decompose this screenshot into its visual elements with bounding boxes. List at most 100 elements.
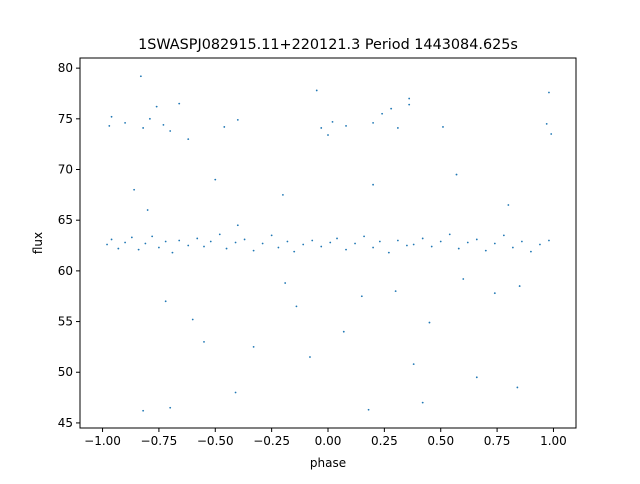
data-point (295, 305, 298, 308)
data-point (196, 237, 199, 240)
data-point (261, 242, 264, 245)
data-point (151, 235, 154, 238)
data-point (110, 238, 113, 241)
data-point (144, 242, 147, 245)
data-point (354, 242, 356, 245)
data-point (203, 245, 205, 248)
data-point (234, 391, 237, 394)
data-point (331, 120, 334, 123)
data-point (539, 243, 541, 246)
x-axis-ticks: −1.00 −0.75 −0.50 −0.25 0.00 0.25 0.50 0.75 1.00 (84, 428, 567, 448)
data-points (106, 75, 553, 412)
data-point (187, 244, 190, 247)
data-point (252, 346, 255, 348)
data-point (124, 121, 126, 124)
data-point (284, 282, 287, 284)
data-point (550, 133, 553, 135)
data-point (430, 245, 433, 248)
data-point (155, 105, 158, 108)
data-point (309, 356, 311, 358)
data-point (329, 241, 332, 244)
data-point (178, 102, 181, 105)
data-point (218, 233, 221, 236)
data-point (142, 409, 145, 412)
data-point (336, 237, 338, 240)
data-point (507, 204, 510, 206)
data-point (243, 238, 246, 241)
data-point (277, 246, 280, 249)
data-point (293, 250, 296, 253)
data-point (223, 126, 226, 128)
x-tick-label: −1.00 (84, 434, 121, 448)
data-point (502, 234, 505, 237)
data-point (428, 321, 431, 324)
y-tick-label: 60 (58, 264, 73, 278)
data-point (117, 247, 120, 250)
data-point (169, 406, 172, 409)
y-tick-label: 45 (58, 416, 73, 430)
data-point (518, 285, 521, 287)
data-point (345, 125, 347, 127)
data-point (178, 239, 181, 242)
data-point (311, 239, 314, 242)
data-point (327, 134, 329, 136)
data-point (421, 237, 424, 240)
data-point (462, 278, 465, 280)
data-point (302, 243, 305, 246)
data-point (475, 376, 478, 379)
data-point (360, 295, 363, 298)
data-point (162, 124, 165, 126)
data-point (225, 247, 228, 250)
data-point (372, 246, 374, 249)
data-point (372, 183, 374, 186)
data-point (530, 250, 532, 253)
data-point (408, 97, 411, 100)
data-point (412, 243, 415, 246)
data-point (214, 178, 217, 181)
x-tick-label: 0.75 (484, 434, 511, 448)
data-point (148, 117, 151, 120)
y-tick-label: 75 (58, 112, 73, 126)
data-point (548, 239, 550, 242)
data-point (164, 240, 167, 243)
y-axis-ticks: 45 50 55 60 65 70 75 80 (58, 61, 80, 430)
chart-title: 1SWASPJ082915.11+220121.3 Period 1443084… (138, 37, 518, 53)
data-point (545, 122, 548, 125)
data-point (342, 330, 345, 333)
data-point (158, 246, 160, 249)
data-point (286, 240, 289, 243)
data-point (139, 75, 142, 78)
data-point (106, 243, 108, 246)
data-point (367, 408, 370, 411)
data-point (439, 240, 442, 243)
data-point (315, 89, 318, 92)
data-point (236, 118, 239, 121)
y-tick-label: 55 (58, 315, 73, 329)
data-point (390, 107, 393, 110)
data-point (493, 292, 496, 295)
data-point (448, 233, 451, 236)
y-tick-label: 70 (58, 163, 73, 177)
data-point (408, 103, 411, 106)
data-point (421, 401, 424, 404)
data-point (110, 115, 113, 118)
data-point (475, 238, 478, 241)
x-tick-label: −0.75 (141, 434, 178, 448)
data-point (378, 240, 381, 243)
x-tick-label: −0.50 (197, 434, 234, 448)
data-point (124, 241, 126, 244)
data-point (372, 121, 374, 124)
data-point (191, 318, 194, 321)
x-tick-label: 0.25 (371, 434, 398, 448)
data-point (520, 240, 523, 243)
data-point (455, 173, 458, 176)
data-point (171, 251, 174, 254)
data-point (320, 245, 323, 248)
data-point (396, 127, 399, 129)
data-point (234, 241, 237, 244)
data-point (252, 249, 255, 252)
data-point (133, 188, 136, 191)
data-point (282, 193, 284, 196)
